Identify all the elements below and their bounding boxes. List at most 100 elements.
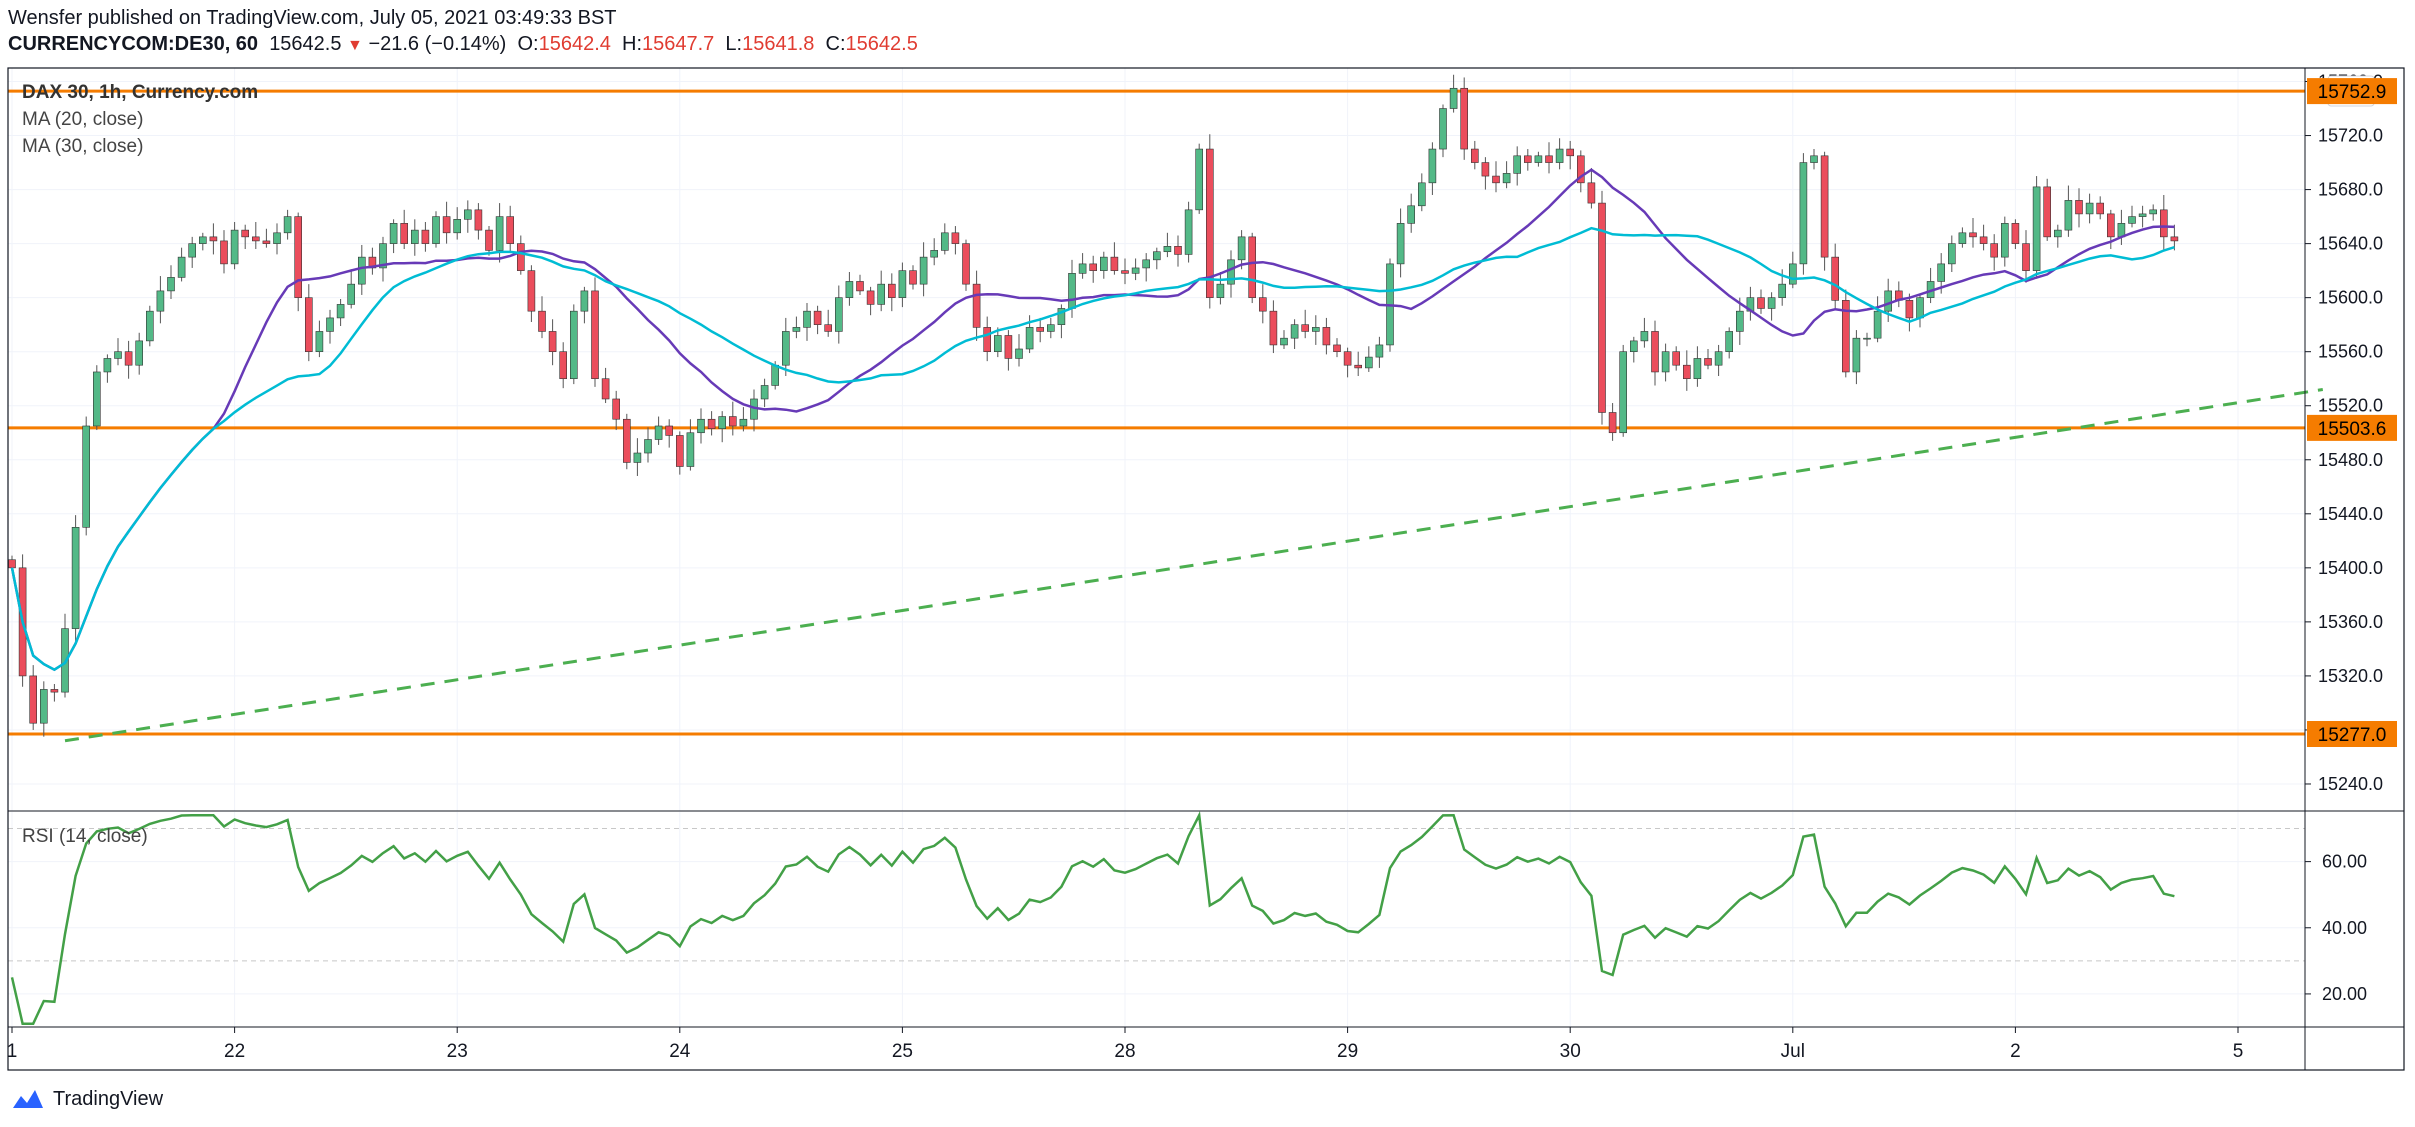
horizontal-levels[interactable] bbox=[8, 89, 2305, 736]
time-tick-label: 1 bbox=[7, 1041, 18, 1062]
candle-body bbox=[1969, 232, 1977, 238]
candle-body bbox=[962, 243, 970, 285]
candle-body bbox=[559, 351, 568, 380]
candle-body bbox=[930, 250, 939, 258]
candle-body bbox=[103, 358, 112, 373]
candle-body bbox=[1216, 283, 1225, 298]
candle-body bbox=[1036, 327, 1044, 332]
candle-body bbox=[220, 240, 228, 265]
candle-body bbox=[707, 418, 716, 429]
time-tick-label: 5 bbox=[2233, 1041, 2244, 1062]
moving-averages bbox=[10, 168, 2175, 672]
high-label: H: bbox=[622, 33, 642, 55]
candle-body bbox=[1057, 308, 1066, 325]
candle-body bbox=[357, 256, 366, 285]
time-tick-label: 22 bbox=[224, 1041, 245, 1062]
candle-body bbox=[1608, 412, 1617, 434]
candle-body bbox=[1958, 232, 1967, 244]
candle-body bbox=[1778, 283, 1786, 298]
candle-body bbox=[654, 425, 663, 440]
candle-body bbox=[304, 297, 313, 352]
candle-body bbox=[1227, 259, 1235, 285]
candle-body bbox=[2011, 223, 2020, 244]
candle-body bbox=[1661, 351, 1670, 373]
candle-body bbox=[834, 297, 843, 332]
price-tick-label: 15560.0 bbox=[2318, 342, 2383, 362]
candle-body bbox=[315, 331, 324, 352]
legend-ma20[interactable]: MA (20, close) bbox=[22, 109, 144, 130]
candle-body bbox=[1799, 162, 1808, 265]
down-arrow-icon: ▼ bbox=[347, 37, 363, 54]
candle-body bbox=[389, 223, 398, 244]
symbol-name[interactable]: CURRENCYCOM:DE30, 60 bbox=[8, 33, 259, 55]
level-price-tag bbox=[2307, 78, 2397, 105]
candle-body bbox=[1566, 148, 1574, 157]
candle-body bbox=[1184, 209, 1193, 255]
candle-body bbox=[1852, 337, 1861, 373]
candle-body bbox=[1481, 162, 1490, 177]
candle-body bbox=[50, 689, 59, 693]
candle-body bbox=[718, 416, 727, 429]
candle-body bbox=[951, 232, 960, 244]
candle-body bbox=[824, 324, 833, 332]
candle-body bbox=[1004, 335, 1013, 359]
candle-body bbox=[686, 432, 695, 467]
candle-body bbox=[1312, 327, 1320, 332]
price-tick-label: 15600.0 bbox=[2318, 288, 2383, 308]
candle-body bbox=[400, 223, 409, 244]
candle-body bbox=[1163, 246, 1172, 253]
candle-body bbox=[1905, 300, 1914, 319]
candle-body bbox=[379, 243, 387, 269]
legend-rsi[interactable]: RSI (14, close) bbox=[22, 826, 148, 847]
candle-body bbox=[1789, 263, 1797, 285]
candle-body bbox=[1757, 297, 1765, 309]
candle-body bbox=[1714, 351, 1723, 366]
candle-body bbox=[1015, 348, 1023, 359]
candle-body bbox=[675, 435, 684, 467]
dashed-trendline bbox=[64, 388, 2324, 743]
rsi-pane bbox=[10, 811, 2175, 1025]
candle-body bbox=[1545, 155, 1553, 163]
rsi-line bbox=[10, 811, 2175, 1025]
rsi-tick-label: 60.00 bbox=[2322, 852, 2367, 872]
candle-body bbox=[71, 527, 80, 629]
rsi-tick-label: 40.00 bbox=[2322, 918, 2367, 938]
candle-body bbox=[8, 559, 16, 569]
legend-ma30[interactable]: MA (30, close) bbox=[22, 136, 144, 157]
candle-body bbox=[1683, 364, 1691, 380]
candle-body bbox=[1195, 148, 1203, 211]
candle-body bbox=[283, 216, 292, 234]
candle-body bbox=[877, 283, 886, 305]
candle-body bbox=[739, 418, 748, 427]
candle-body bbox=[2043, 186, 2051, 238]
candle-body bbox=[909, 270, 917, 285]
candle-body bbox=[1587, 182, 1596, 204]
candle-body bbox=[601, 378, 610, 400]
axes-labels: 15240.015280.015320.015360.015400.015440… bbox=[7, 72, 2397, 1062]
ma30-line bbox=[10, 226, 2175, 672]
trendline-group[interactable] bbox=[64, 388, 2324, 743]
candle-body bbox=[1068, 273, 1076, 309]
candle-body bbox=[1110, 256, 1119, 271]
candle-body bbox=[93, 371, 101, 427]
outer-border bbox=[7, 67, 2405, 1071]
candle-body bbox=[1333, 344, 1341, 352]
candle-body bbox=[1502, 173, 1511, 184]
candle-body bbox=[1047, 324, 1055, 332]
candle-body bbox=[1471, 148, 1479, 163]
candle-body bbox=[856, 281, 864, 292]
candle-body bbox=[167, 277, 175, 292]
candle-body bbox=[1725, 331, 1733, 352]
candle-body bbox=[2054, 229, 2062, 238]
candle-body bbox=[82, 425, 90, 528]
tradingview-logo[interactable]: TradingView bbox=[10, 1084, 163, 1114]
candle-body bbox=[1121, 270, 1129, 274]
candle-body bbox=[1174, 246, 1182, 255]
time-tick-label: 25 bbox=[892, 1041, 913, 1062]
candle-body bbox=[156, 290, 165, 312]
candle-body bbox=[421, 229, 430, 244]
candle-body bbox=[1672, 351, 1680, 366]
candle-body bbox=[463, 209, 472, 220]
candle-body bbox=[633, 452, 642, 463]
